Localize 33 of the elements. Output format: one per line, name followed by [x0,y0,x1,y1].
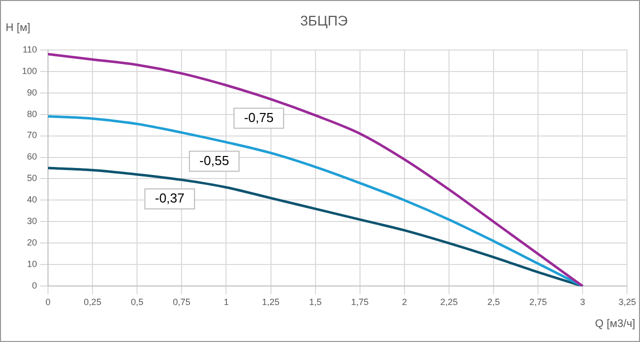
x-tick-label: 1,75 [351,297,369,308]
y-tick-label: 50 [27,173,38,184]
y-tick-label: 100 [22,66,38,76]
y-tick-label: 40 [27,194,38,205]
y-tick-label: 20 [27,238,38,248]
x-tick-label: 1,5 [309,297,322,308]
x-tick-label: 0,5 [130,297,144,308]
y-tick-label: 80 [27,108,38,119]
y-tick-label: 30 [27,216,38,226]
x-tick-label: 3,25 [618,297,636,308]
x-tick-label: 2,5 [487,297,500,308]
x-tick-label: 1 [224,297,229,308]
y-axis-title: H [м] [6,22,30,34]
x-tick-label: 3 [580,297,586,308]
y-tick-label: 60 [27,152,38,162]
x-tick-label: 2,75 [529,297,547,308]
x-axis-title: Q [м3/ч] [595,318,636,330]
series-label: -0,75 [244,110,274,125]
x-tick-label: 0 [46,297,51,308]
y-tick-label: 10 [27,259,38,270]
y-tick-label: 0 [32,280,38,291]
line-series [48,52,584,286]
x-tick-label: 2,25 [440,297,458,308]
y-tick-label: 110 [22,44,38,54]
y-tick-label: 70 [27,130,38,140]
y-tick-label: 90 [27,87,38,98]
x-tick-label: 2 [402,297,407,308]
x-tick-label: 1,25 [262,297,280,308]
series-label: -0,37 [154,190,185,206]
x-tick-label: 0,25 [84,297,102,308]
x-tick-label: 0,75 [172,297,190,308]
chart-title: 3БЦПЭ [300,12,348,28]
series-label: -0,55 [199,152,230,168]
